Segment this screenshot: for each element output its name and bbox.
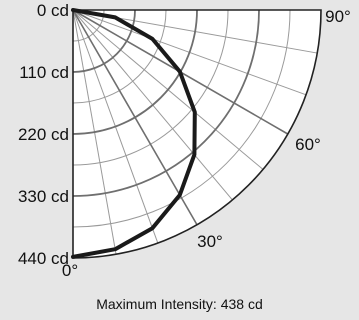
grid-ring-minor [72,9,291,228]
plot-area [73,10,321,258]
radial-tick-label: 0 cd [37,1,69,20]
grid-ring-major [72,9,260,197]
radial-tick-label: 220 cd [18,125,69,144]
grid-ring-major [72,9,136,73]
angular-tick-label: 60° [295,135,321,154]
grid-radial-major [72,9,198,226]
angular-tick-label: 0° [62,261,78,280]
radial-tick-label: 110 cd [19,63,69,82]
angular-tick-label: 90° [325,7,351,26]
grid-ring-minor [72,9,167,104]
intensity-curve [71,8,197,259]
radial-tick-label: 330 cd [18,187,69,206]
grid-ring-major [72,9,198,135]
angular-tick-label: 30° [197,232,223,251]
radial-tick-label: 440 cd [18,249,69,268]
grid-ring-minor [72,9,229,166]
max-intensity-caption: Maximum Intensity: 438 cd [96,296,263,312]
plot-border [72,9,322,259]
